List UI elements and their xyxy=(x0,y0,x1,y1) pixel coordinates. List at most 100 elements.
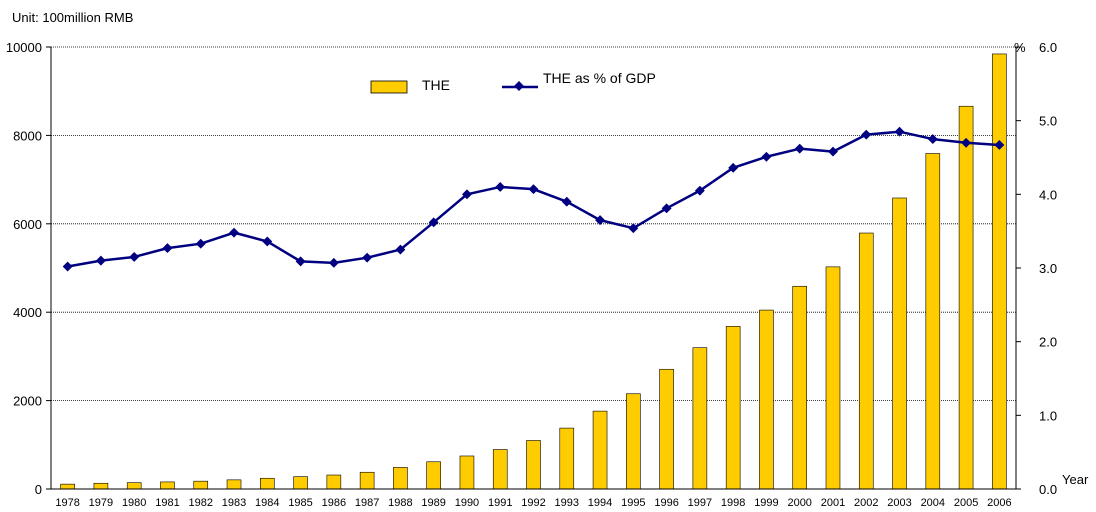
y2-tick-label: 6.0 xyxy=(1039,40,1057,55)
bar xyxy=(992,53,1007,490)
bar xyxy=(526,440,541,490)
bar xyxy=(126,482,142,490)
bar xyxy=(393,467,408,490)
x-tick-label: 2000 xyxy=(787,497,811,509)
bar xyxy=(226,479,242,490)
x-tick-label: 1983 xyxy=(222,497,246,509)
bar xyxy=(958,105,974,490)
axes xyxy=(46,46,1021,490)
bar xyxy=(359,471,375,490)
x-tick-label: 1978 xyxy=(55,497,79,509)
line-marker xyxy=(295,256,306,267)
line-marker xyxy=(728,162,739,173)
line-marker xyxy=(528,184,539,195)
line-marker xyxy=(927,134,938,145)
y-tick-label: 10000 xyxy=(6,40,42,55)
bar xyxy=(725,326,741,490)
line-marker xyxy=(894,126,905,137)
bar xyxy=(825,266,841,490)
y-tick-label: 2000 xyxy=(13,394,42,409)
line-marker xyxy=(861,129,872,140)
line-marker xyxy=(395,244,406,255)
y-tick-label: 4000 xyxy=(13,305,42,320)
x-tick-label: 2004 xyxy=(921,497,945,509)
x-axis-label: Year xyxy=(1062,472,1089,487)
y2-tick-label: 3.0 xyxy=(1039,261,1057,276)
y2-tick-label: 1.0 xyxy=(1039,408,1057,423)
x-tick-label: 1998 xyxy=(721,497,745,509)
x-tick-label: 1994 xyxy=(588,497,612,509)
line-marker xyxy=(95,255,106,266)
line-marker xyxy=(595,215,606,226)
line-marker xyxy=(328,257,339,268)
x-tick-label: 1984 xyxy=(255,497,279,509)
x-tick-label: 1995 xyxy=(621,497,645,509)
line-marker xyxy=(162,243,173,254)
bar xyxy=(692,347,708,490)
x-tick-label: 2001 xyxy=(821,497,845,509)
bar xyxy=(892,197,907,490)
line-marker xyxy=(495,182,506,192)
line-marker xyxy=(129,252,140,262)
bar-series xyxy=(60,53,1007,490)
line-marker xyxy=(62,261,73,272)
x-tick-label: 2006 xyxy=(987,497,1011,509)
bar xyxy=(426,461,441,490)
line-marker xyxy=(661,203,672,214)
bar xyxy=(93,482,109,490)
y2-tick-label: 2.0 xyxy=(1039,335,1057,350)
x-tick-label: 1986 xyxy=(322,497,346,509)
line-series xyxy=(62,126,1005,272)
x-tick-label: 1997 xyxy=(688,497,712,509)
y2-unit-label: % xyxy=(1014,40,1026,55)
bar xyxy=(326,474,342,490)
x-tick-label: 1988 xyxy=(388,497,412,509)
x-tick-label: 1979 xyxy=(89,497,113,509)
y-tick-label: 8000 xyxy=(13,128,42,143)
bar xyxy=(759,309,774,490)
bar xyxy=(60,483,75,490)
tick-labels: 0 2000 4000 6000 8000 10000 0.0 1.0 2.0 3.0 4.0 5.0… xyxy=(6,40,1057,509)
line-marker xyxy=(195,238,206,249)
x-tick-label: 1989 xyxy=(421,497,445,509)
gridlines xyxy=(51,46,1016,402)
x-tick-label: 1980 xyxy=(122,497,146,509)
y-tick-label: 6000 xyxy=(13,217,42,232)
bar xyxy=(626,393,641,490)
line-marker xyxy=(628,223,639,234)
x-tick-label: 1982 xyxy=(188,497,212,509)
line-marker xyxy=(828,146,838,157)
y2-tick-label: 4.0 xyxy=(1039,187,1057,202)
bar xyxy=(492,449,508,490)
x-tick-label: 2005 xyxy=(954,497,978,509)
bar xyxy=(260,477,275,490)
line-marker xyxy=(362,252,373,263)
bar xyxy=(925,153,941,490)
x-tick-label: 1981 xyxy=(155,497,179,509)
legend-line-label: THE as % of GDP xyxy=(543,70,656,86)
legend: THE THE as % of GDP xyxy=(370,70,656,94)
legend-bar-label: THE xyxy=(422,77,450,93)
x-tick-label: 2003 xyxy=(887,497,911,509)
line-marker xyxy=(761,151,772,162)
bar xyxy=(858,232,874,490)
y-tick-label: 0 xyxy=(35,482,42,497)
line-marker xyxy=(994,140,1005,150)
bar xyxy=(659,368,674,490)
x-tick-label: 1991 xyxy=(488,497,512,509)
line-marker xyxy=(561,196,572,207)
bar xyxy=(459,455,475,490)
x-tick-label: 1999 xyxy=(754,497,778,509)
line-marker xyxy=(262,236,273,247)
legend-line-marker xyxy=(514,81,524,91)
line-marker xyxy=(694,185,705,196)
y2-tick-label: 5.0 xyxy=(1039,114,1057,129)
bar xyxy=(792,285,807,490)
x-tick-label: 1987 xyxy=(355,497,379,509)
line-marker xyxy=(229,227,239,238)
bar xyxy=(193,480,209,490)
line-marker xyxy=(794,143,805,154)
x-tick-label: 1993 xyxy=(555,497,579,509)
x-tick-label: 1990 xyxy=(455,497,479,509)
